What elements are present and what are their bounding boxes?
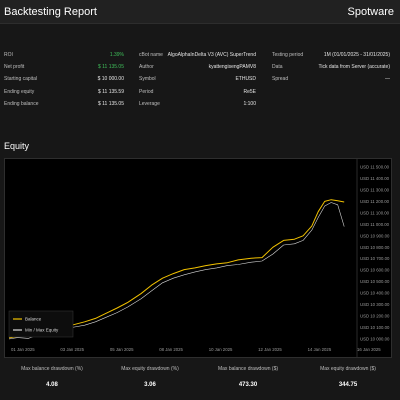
summary-label: Max balance drawdown ($): [217, 366, 279, 372]
y-tick-label: USD 10 800.00: [360, 245, 390, 250]
y-tick-label: USD 10 100.00: [360, 325, 390, 330]
x-tick-label: 10 Jan 2025: [209, 347, 233, 352]
metrics-column-cbot: cBot name AlgoAlphaInDelta V3 (AVC) Supe…: [139, 52, 256, 113]
metric-row: Period Re5E: [139, 89, 256, 101]
metric-row: cBot name AlgoAlphaInDelta V3 (AVC) Supe…: [139, 52, 256, 64]
x-tick-label: 08 Jan 2025: [159, 347, 183, 352]
metric-value: 1M (01/01/2025 - 31/01/2025): [323, 52, 390, 58]
metric-row: Starting capital $ 10 000.00: [4, 76, 124, 88]
y-tick-label: USD 10 700.00: [360, 256, 390, 261]
y-tick-label: USD 10 900.00: [360, 233, 390, 238]
metric-label: Ending balance: [4, 100, 39, 107]
legend-label: Min / Max Equity: [25, 328, 59, 333]
metric-row: Data Tick data from Server (accurate): [272, 64, 390, 76]
metric-label: cBot name: [139, 52, 163, 58]
metric-value: $ 11 135.05: [97, 100, 124, 107]
metric-value: $ 11 135.59: [97, 88, 124, 95]
summary-value: 473.30: [238, 382, 258, 388]
y-tick-label: USD 10 500.00: [360, 279, 390, 284]
equity-chart-svg: USD 11 500.00 USD 11 400.00 USD 11 300.00 U…: [8, 159, 390, 357]
report-header: Backtesting Report Spotware: [0, 0, 400, 24]
metric-row: Ending balance $ 11 135.05: [4, 101, 124, 113]
summary-item: Max balance drawdown ($) 473.30: [198, 366, 298, 388]
summary-label: Max balance drawdown (%): [21, 366, 83, 372]
metric-row: Ending equity $ 11 135.59: [4, 89, 124, 101]
x-tick-label: 14 Jan 2025: [308, 347, 332, 352]
metric-value: 1:100: [243, 100, 256, 107]
x-tick-label: 16 Jan 2025: [357, 347, 381, 352]
metric-value: AlgoAlphaInDelta V3 (AVC) SuperTrend: [167, 52, 256, 58]
x-tick-label: 05 Jan 2025: [110, 347, 134, 352]
report-title: Backtesting Report: [4, 6, 97, 18]
metric-row: Net profit $ 11 135.05: [4, 64, 124, 76]
metric-value: kyattengisengPAMV8: [208, 64, 256, 71]
y-tick-label: USD 11 400.00: [360, 176, 390, 181]
y-tick-label: USD 10 400.00: [360, 291, 390, 296]
metrics-column-performance: ROI 1.39% Net profit $ 11 135.05 Startin…: [4, 52, 124, 113]
chart-legend-box: [8, 310, 74, 338]
y-tick-label: USD 11 100.00: [360, 210, 390, 215]
metric-label: Symbol: [139, 76, 156, 83]
metric-row: Leverage 1:100: [139, 101, 256, 113]
metric-value: Re5E: [243, 88, 256, 95]
summary-label: Max equity drawdown ($): [320, 366, 376, 372]
x-tick-label: 03 Jan 2025: [60, 347, 84, 352]
metric-value: ETHUSD: [235, 76, 256, 83]
metric-value: $ 11 135.05: [97, 64, 124, 71]
y-tick-label: USD 11 000.00: [360, 222, 390, 227]
y-tick-label: USD 10 000.00: [360, 337, 390, 342]
metric-label: Spread: [272, 76, 289, 83]
summary-item: Max balance drawdown (%) 4.08: [2, 366, 102, 388]
metric-value: 1.39%: [109, 52, 124, 58]
metric-row: ROI 1.39%: [4, 52, 124, 64]
metric-label: Testing period: [272, 52, 304, 58]
metric-label: Starting capital: [4, 76, 38, 83]
metric-row: Symbol ETHUSD: [139, 76, 256, 88]
equity-chart[interactable]: USD 11 500.00 USD 11 400.00 USD 11 300.00 U…: [4, 158, 392, 358]
summary-label: Max equity drawdown (%): [121, 366, 179, 372]
y-tick-label: USD 10 300.00: [360, 302, 390, 307]
metrics-column-testing: Testing period 1M (01/01/2025 - 31/01/20…: [272, 52, 390, 89]
metric-label: Leverage: [139, 100, 160, 107]
metric-row: Spread —: [272, 76, 390, 88]
y-tick-label: USD 11 300.00: [360, 187, 390, 192]
legend-label: Balance: [25, 317, 42, 322]
metric-label: Period: [139, 88, 154, 95]
y-tick-label: USD 11 200.00: [360, 199, 390, 204]
metric-label: Data: [272, 64, 283, 71]
drawdown-summary: Max balance drawdown (%) 4.08 Max equity…: [0, 366, 400, 400]
summary-item: Max equity drawdown ($) 344.75: [298, 366, 398, 388]
metric-label: ROI: [4, 52, 13, 58]
y-tick-label: USD 11 500.00: [360, 165, 390, 170]
equity-section-title: Equity: [4, 141, 30, 151]
x-tick-label: 01 Jan 2025: [11, 347, 35, 352]
y-tick-label: USD 10 600.00: [360, 268, 390, 273]
metric-value: $ 10 000.00: [97, 76, 124, 83]
brand-name: Spotware: [347, 6, 394, 18]
metric-label: Net profit: [4, 64, 25, 71]
x-tick-label: 12 Jan 2025: [258, 347, 282, 352]
summary-value: 3.06: [144, 382, 156, 388]
summary-item: Max equity drawdown (%) 3.06: [100, 366, 200, 388]
summary-value: 344.75: [338, 382, 358, 388]
metric-value: Tick data from Server (accurate): [318, 64, 390, 71]
metric-value: —: [385, 76, 390, 83]
y-tick-label: USD 10 200.00: [360, 314, 390, 319]
metric-row: Author kyattengisengPAMV8: [139, 64, 256, 76]
summary-value: 4.08: [46, 382, 58, 388]
metric-label: Ending equity: [4, 88, 35, 95]
metric-row: Testing period 1M (01/01/2025 - 31/01/20…: [272, 52, 390, 64]
metric-label: Author: [139, 64, 154, 71]
